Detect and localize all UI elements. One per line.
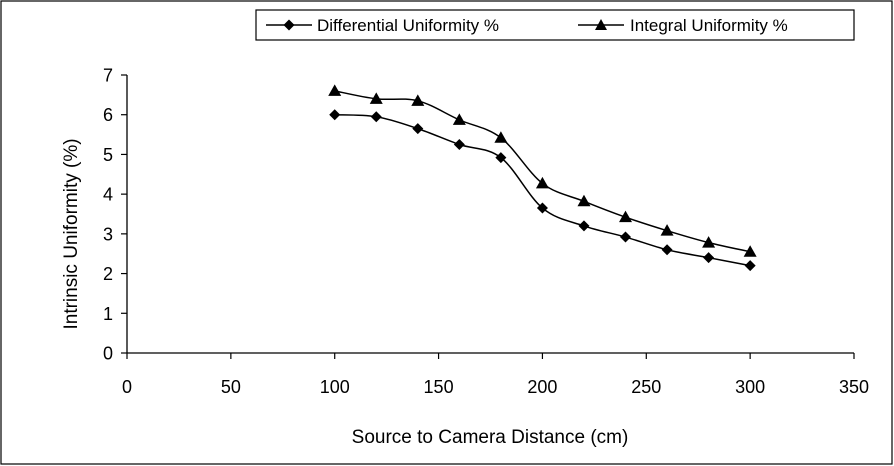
x-axis-title: Source to Camera Distance (cm) bbox=[352, 427, 629, 448]
data-point-integral bbox=[619, 210, 633, 223]
legend-label-integral: Integral Uniformity % bbox=[630, 16, 788, 35]
data-point-integral bbox=[452, 113, 466, 125]
x-tick-label: 250 bbox=[631, 377, 661, 397]
y-axis-ticks: 0 1 2 3 4 5 6 7 bbox=[103, 66, 127, 364]
x-tick-label: 0 bbox=[122, 377, 132, 397]
data-point-integral bbox=[577, 194, 591, 207]
data-point-integral bbox=[328, 84, 342, 96]
data-point-differential bbox=[744, 260, 756, 272]
axes bbox=[126, 75, 854, 354]
x-tick-label: 150 bbox=[424, 377, 454, 397]
y-tick-label: 7 bbox=[103, 66, 113, 86]
legend-box bbox=[255, 9, 855, 41]
data-point-integral bbox=[494, 131, 508, 143]
y-tick-label: 2 bbox=[103, 264, 113, 284]
x-tick-label: 350 bbox=[839, 377, 869, 397]
data-point-integral bbox=[660, 224, 674, 236]
legend: Differential Uniformity % Integral Unifo… bbox=[255, 9, 855, 41]
legend-label-differential: Differential Uniformity % bbox=[317, 16, 499, 35]
data-point-integral bbox=[369, 92, 383, 104]
series-group bbox=[328, 84, 757, 272]
y-tick-label: 5 bbox=[103, 145, 113, 165]
data-point-differential bbox=[703, 252, 715, 264]
data-point-differential bbox=[329, 109, 341, 121]
data-point-differential bbox=[495, 152, 507, 164]
series-integral bbox=[328, 84, 757, 257]
series-differential bbox=[329, 109, 756, 272]
legend-item-differential: Differential Uniformity % bbox=[266, 16, 499, 35]
x-tick-label: 100 bbox=[320, 377, 350, 397]
data-point-integral bbox=[702, 236, 716, 248]
y-tick-label: 3 bbox=[103, 224, 113, 244]
y-tick-label: 1 bbox=[103, 304, 113, 324]
y-tick-label: 6 bbox=[103, 105, 113, 125]
legend-item-integral: Integral Uniformity % bbox=[578, 16, 788, 35]
data-point-differential bbox=[536, 202, 548, 214]
triangle-marker-icon bbox=[595, 19, 607, 30]
y-axis-title: Intrinsic Uniformity (%) bbox=[61, 138, 82, 329]
data-point-integral bbox=[411, 94, 425, 106]
data-point-differential bbox=[578, 220, 590, 232]
data-point-integral bbox=[743, 245, 757, 257]
y-tick-label: 4 bbox=[103, 185, 113, 205]
data-point-differential bbox=[620, 231, 632, 243]
y-tick-label: 0 bbox=[103, 344, 113, 364]
x-axis-ticks: 0 50 100 150 200 250 300 350 bbox=[122, 353, 869, 397]
data-point-differential bbox=[412, 123, 424, 135]
x-tick-label: 50 bbox=[221, 377, 241, 397]
data-point-differential bbox=[370, 111, 382, 123]
x-tick-label: 300 bbox=[735, 377, 765, 397]
data-point-differential bbox=[661, 244, 673, 256]
data-point-integral bbox=[535, 176, 549, 189]
x-tick-label: 200 bbox=[527, 377, 557, 397]
diamond-marker-icon bbox=[283, 19, 295, 31]
data-point-differential bbox=[453, 139, 465, 150]
